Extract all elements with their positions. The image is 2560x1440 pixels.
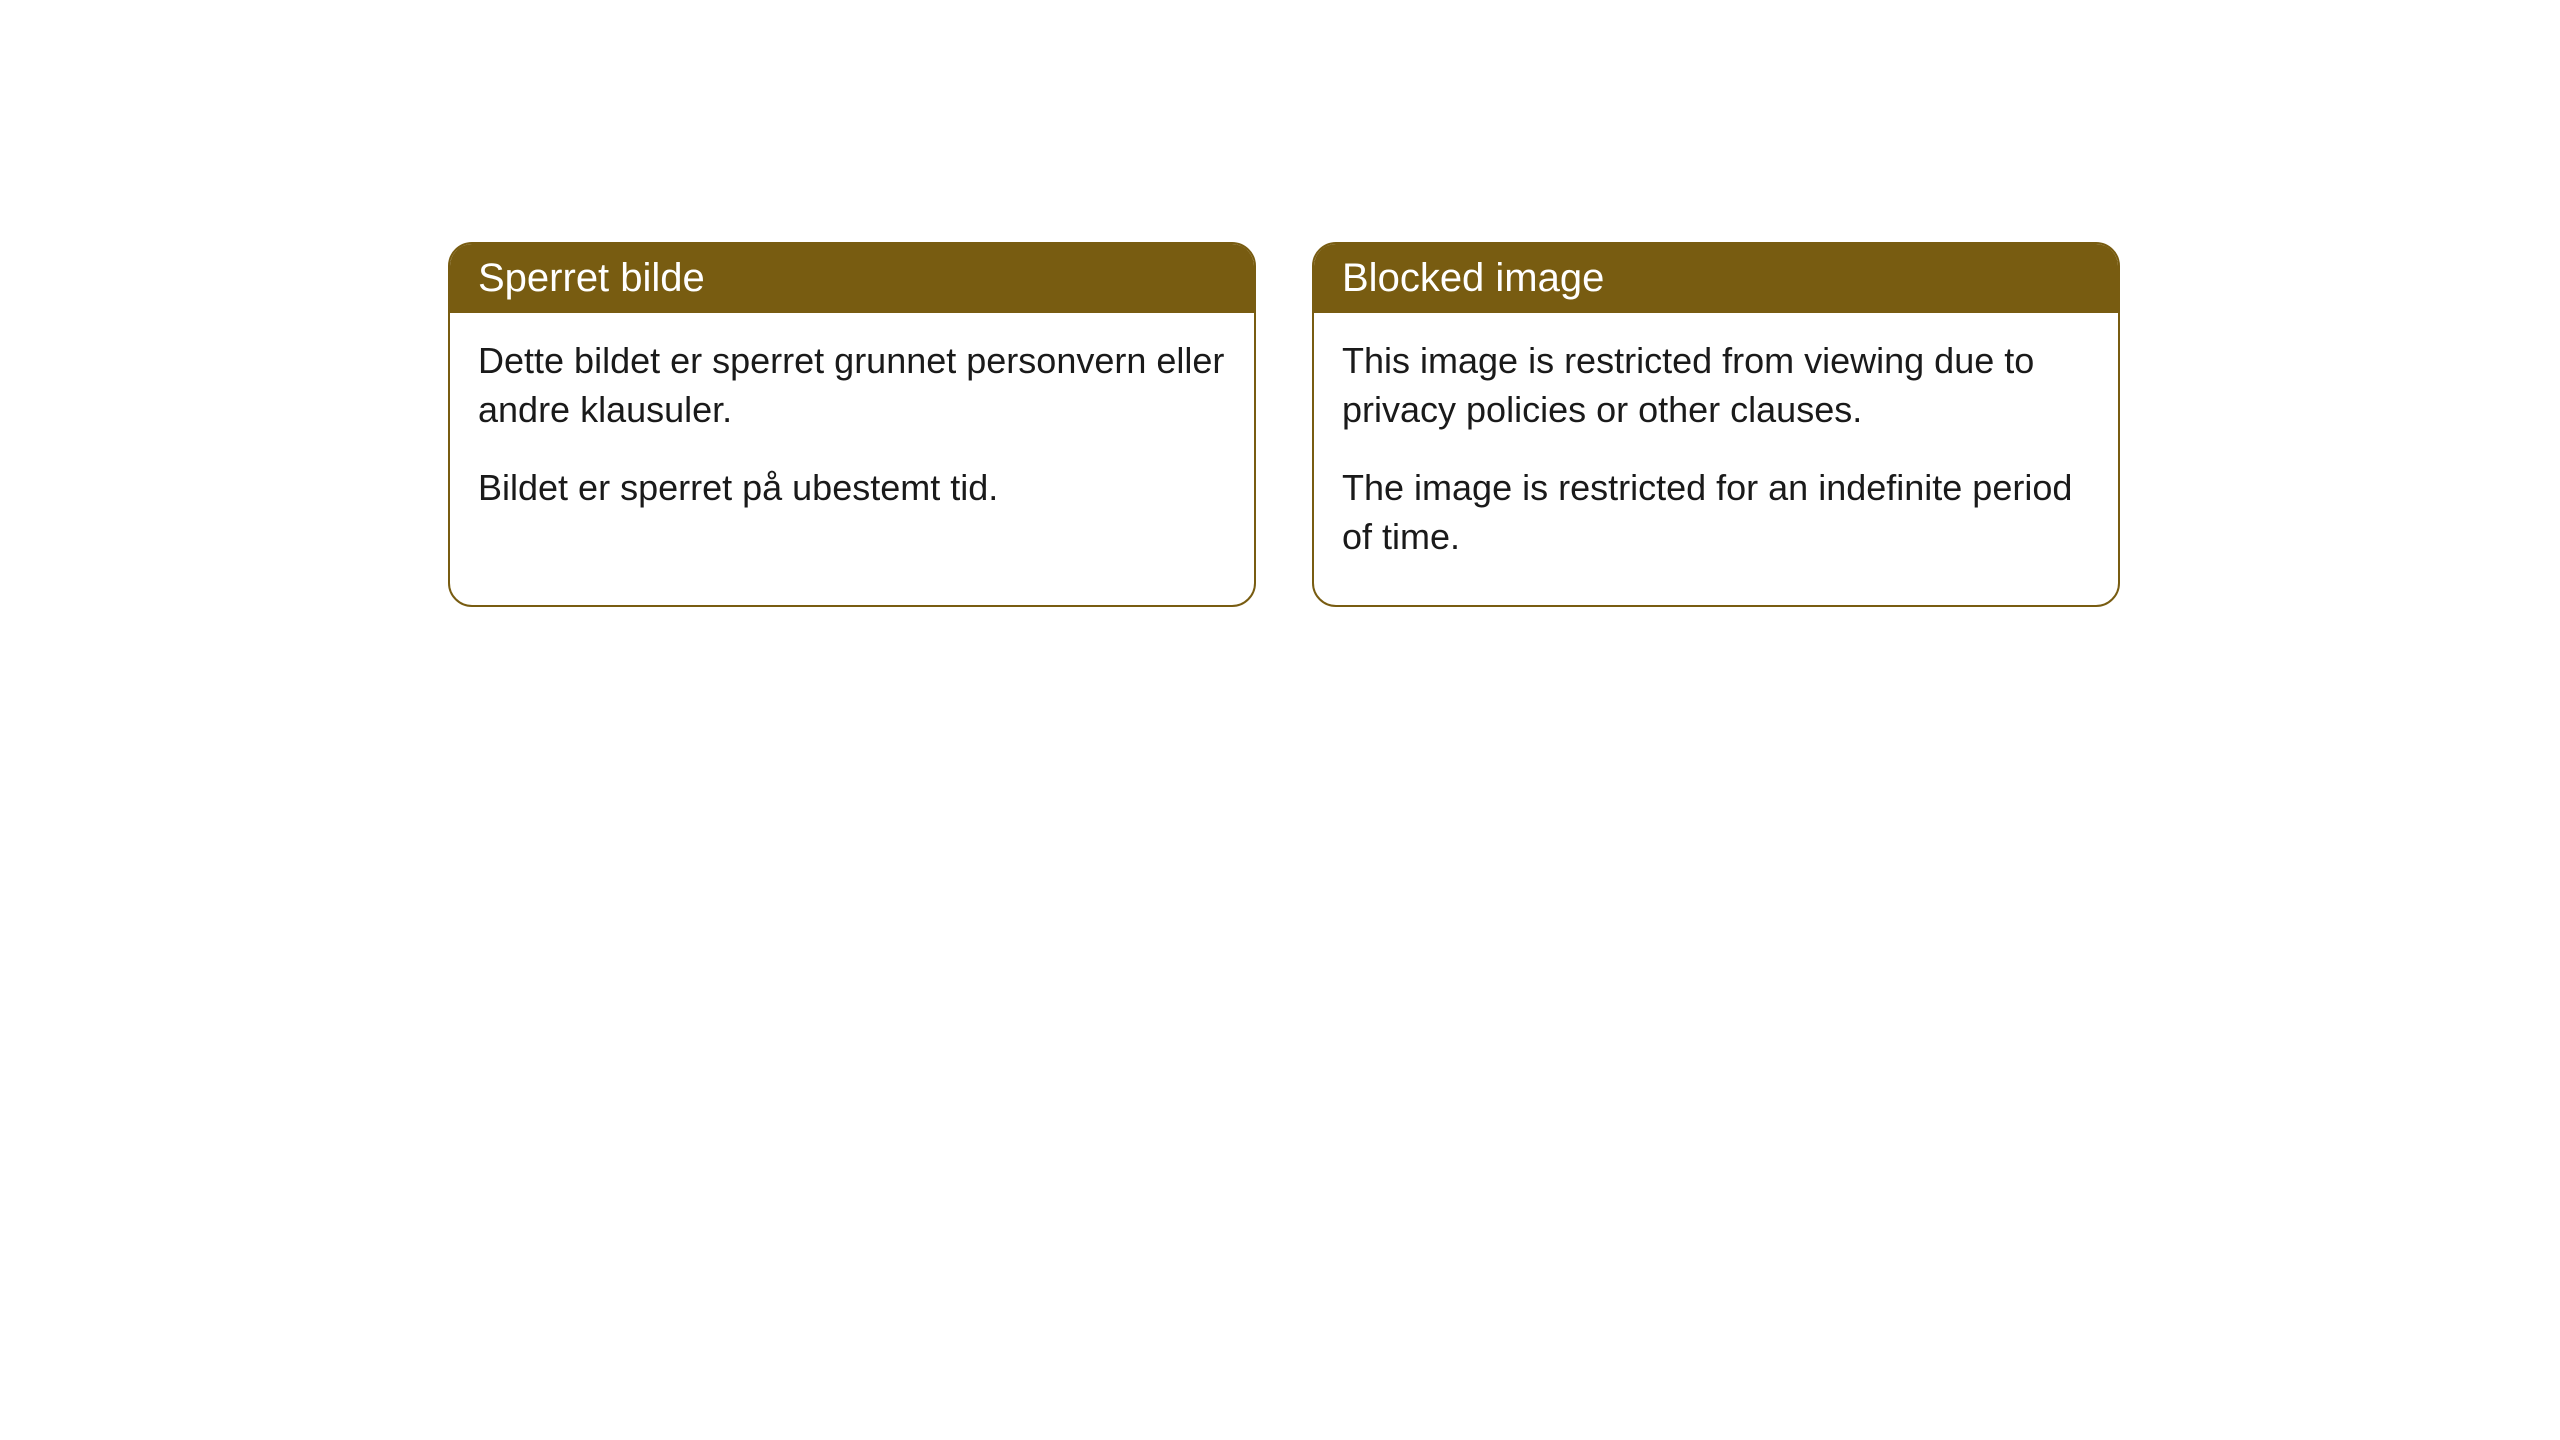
- blocked-image-card-norwegian: Sperret bilde Dette bildet er sperret gr…: [448, 242, 1256, 607]
- card-paragraph: Bildet er sperret på ubestemt tid.: [478, 464, 1226, 513]
- card-header: Blocked image: [1314, 244, 2118, 313]
- card-body: Dette bildet er sperret grunnet personve…: [450, 313, 1254, 557]
- card-paragraph: This image is restricted from viewing du…: [1342, 337, 2090, 434]
- card-title: Blocked image: [1342, 256, 1604, 300]
- card-header: Sperret bilde: [450, 244, 1254, 313]
- notice-cards-container: Sperret bilde Dette bildet er sperret gr…: [448, 242, 2120, 607]
- card-title: Sperret bilde: [478, 256, 705, 300]
- card-paragraph: The image is restricted for an indefinit…: [1342, 464, 2090, 561]
- blocked-image-card-english: Blocked image This image is restricted f…: [1312, 242, 2120, 607]
- card-body: This image is restricted from viewing du…: [1314, 313, 2118, 605]
- card-paragraph: Dette bildet er sperret grunnet personve…: [478, 337, 1226, 434]
